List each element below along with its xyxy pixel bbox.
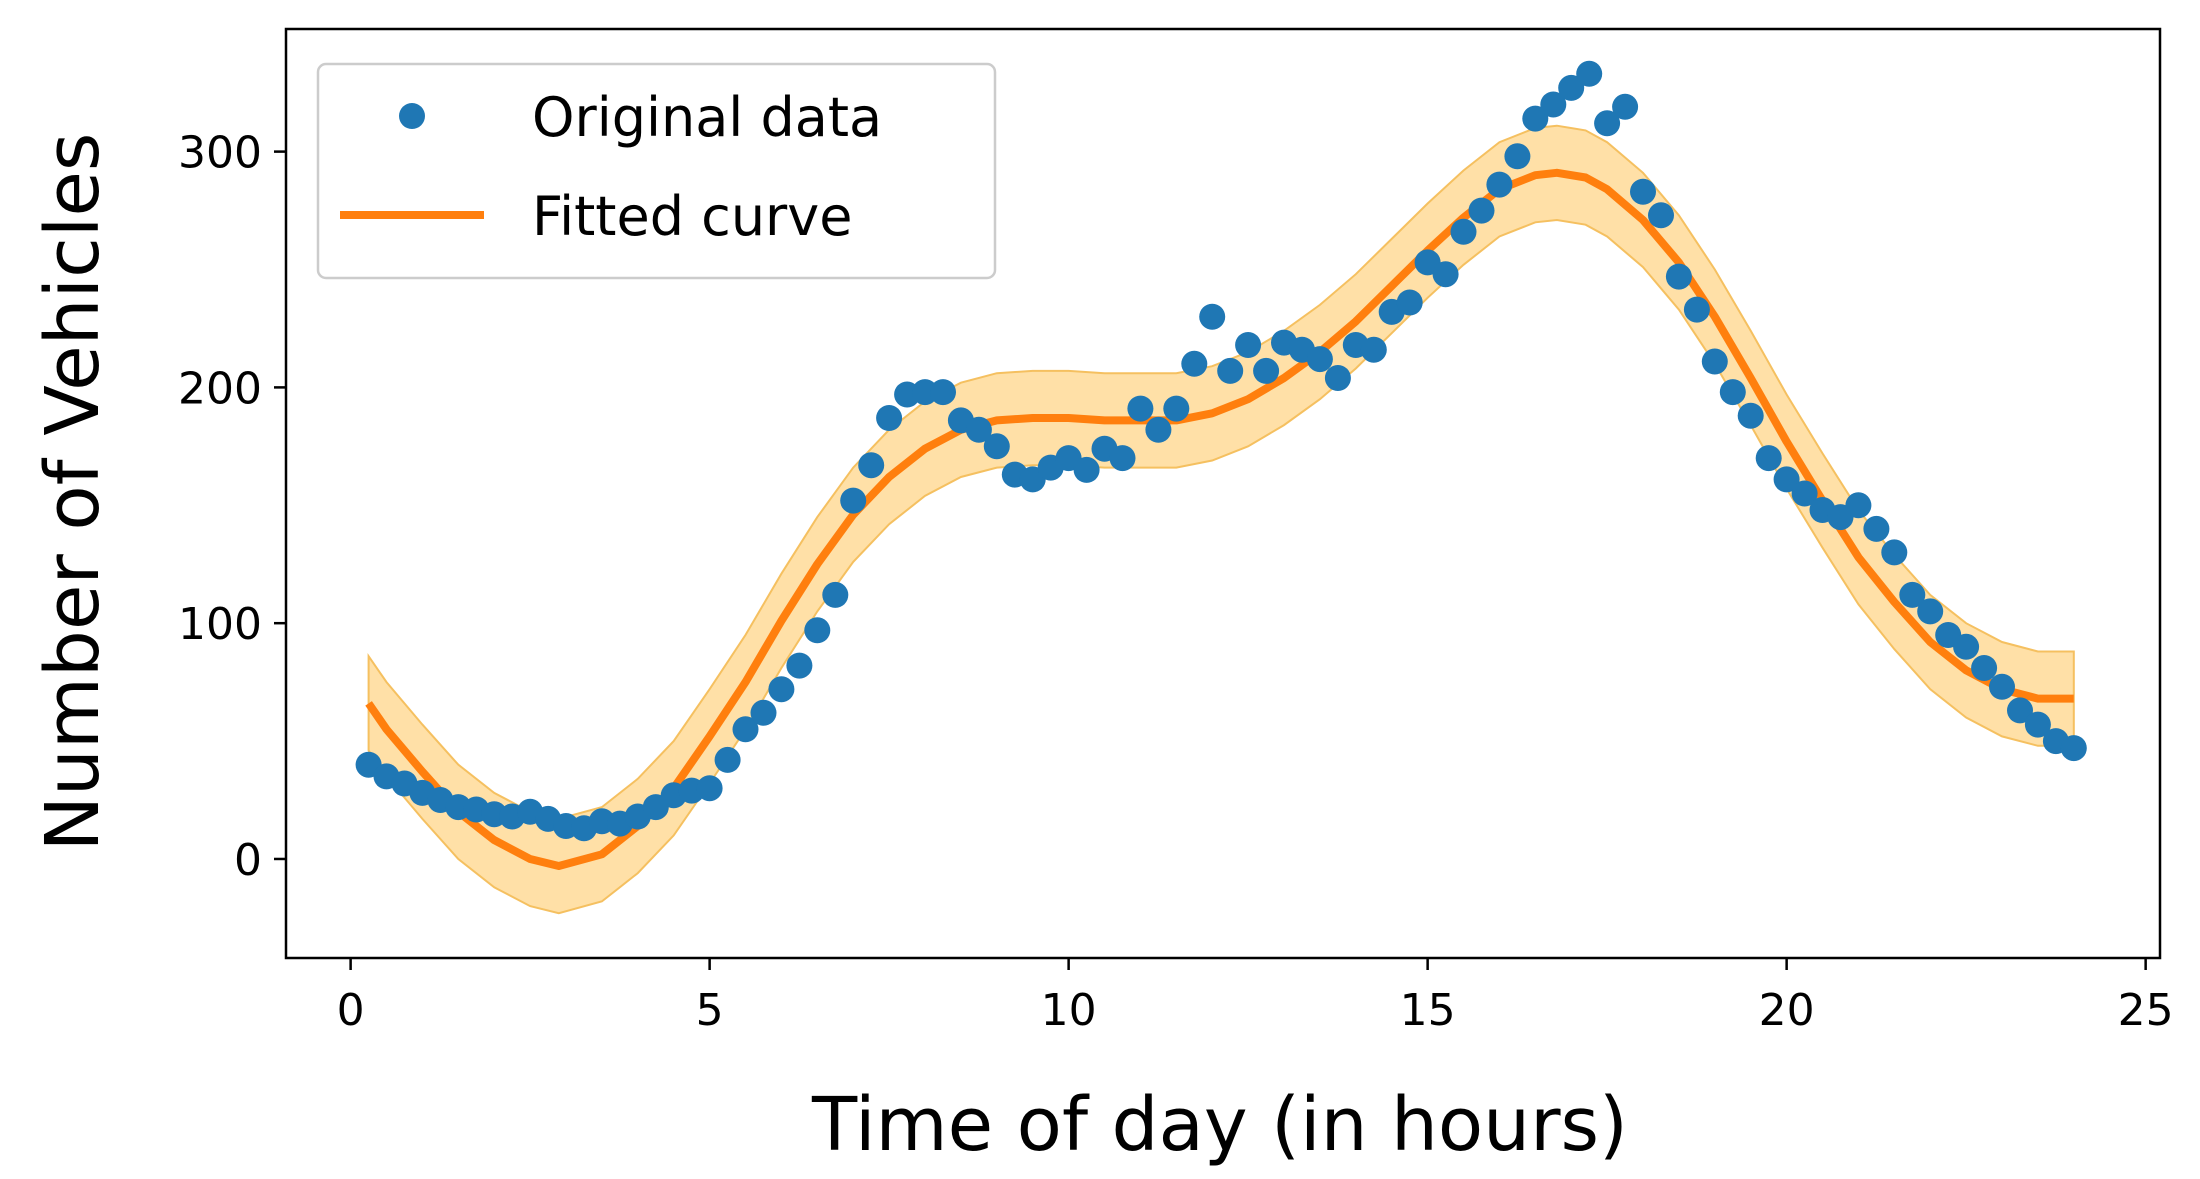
y-tick-label: 100 (178, 599, 262, 650)
data-point (1396, 289, 1423, 316)
data-point (1522, 105, 1549, 132)
data-point (1594, 110, 1621, 137)
data-point (930, 379, 956, 406)
data-point (1558, 74, 1585, 101)
data-point (1648, 202, 1674, 229)
data-point (1235, 332, 1262, 358)
data-point (2024, 711, 2051, 738)
data-point (1989, 673, 2015, 700)
data-point (1881, 539, 1908, 566)
data-point (1181, 350, 1208, 377)
data-point (1468, 197, 1495, 224)
data-point (1773, 466, 1800, 493)
data-point (876, 405, 903, 431)
plot-frame (284, 27, 2162, 960)
legend-marker-original-data (399, 103, 425, 129)
data-point (1791, 480, 1818, 507)
data-point (768, 676, 795, 703)
data-point (1145, 416, 1172, 443)
data-point (1863, 515, 1890, 542)
data-point (804, 617, 831, 644)
data-point (1324, 365, 1351, 391)
x-tick-label: 0 (337, 985, 365, 1036)
x-axis-label: Time of day (in hours) (811, 1082, 1628, 1168)
y-axis-label: Number of Vehicles (30, 133, 116, 852)
data-point (1163, 395, 1190, 422)
data-point (2007, 697, 2033, 724)
data-point (1971, 655, 1998, 681)
data-point (786, 652, 813, 679)
data-point (1665, 263, 1692, 290)
y-tick-label: 200 (178, 363, 262, 414)
data-point (1486, 171, 1513, 198)
legend-box (316, 62, 997, 280)
data-point (840, 487, 867, 514)
x-tick-label: 10 (1041, 985, 1097, 1036)
data-point (1504, 143, 1531, 170)
data-point (1755, 445, 1782, 472)
data-point (1540, 91, 1567, 118)
legend-label-original-data: Original data (532, 86, 882, 149)
data-point (1899, 581, 1926, 608)
data-point (965, 416, 992, 443)
data-point (1432, 261, 1459, 288)
data-point (1306, 346, 1333, 373)
x-tick-label: 5 (696, 985, 724, 1036)
data-point (912, 379, 938, 406)
data-point (2060, 735, 2087, 762)
y-tick-label: 0 (234, 835, 262, 886)
y-tick-label: 300 (178, 128, 262, 179)
data-point (696, 775, 723, 802)
legend: Original data Fitted curve (316, 62, 997, 280)
data-point (1109, 445, 1136, 472)
data-point (983, 433, 1010, 460)
data-point (1845, 492, 1872, 519)
data-point (1127, 395, 1154, 422)
data-point (1073, 456, 1100, 483)
y-axis-ticks: 0 100 200 300 (178, 128, 286, 886)
data-points-layer (355, 60, 2087, 842)
data-point (1917, 598, 1944, 625)
data-point (1630, 178, 1656, 205)
data-point (1253, 357, 1280, 384)
x-tick-label: 15 (1400, 985, 1456, 1036)
x-tick-label: 25 (2118, 985, 2174, 1036)
data-point (1576, 60, 1603, 87)
x-axis-ticks: 0 5 10 15 20 25 (337, 958, 2174, 1036)
data-point (750, 699, 777, 726)
data-point (1199, 303, 1226, 330)
data-point (732, 716, 759, 743)
data-point (1360, 336, 1387, 363)
data-point (1953, 633, 1980, 660)
data-point (1701, 348, 1728, 375)
data-point (1612, 93, 1639, 120)
data-point (1683, 296, 1710, 323)
data-point (1450, 218, 1477, 245)
legend-label-fitted-curve: Fitted curve (532, 185, 852, 248)
data-point (714, 746, 741, 773)
data-point (822, 581, 849, 608)
x-tick-label: 20 (1759, 985, 1815, 1036)
data-point (858, 452, 885, 479)
data-point (1737, 402, 1764, 429)
data-point (1719, 379, 1746, 406)
data-point (1217, 357, 1244, 384)
